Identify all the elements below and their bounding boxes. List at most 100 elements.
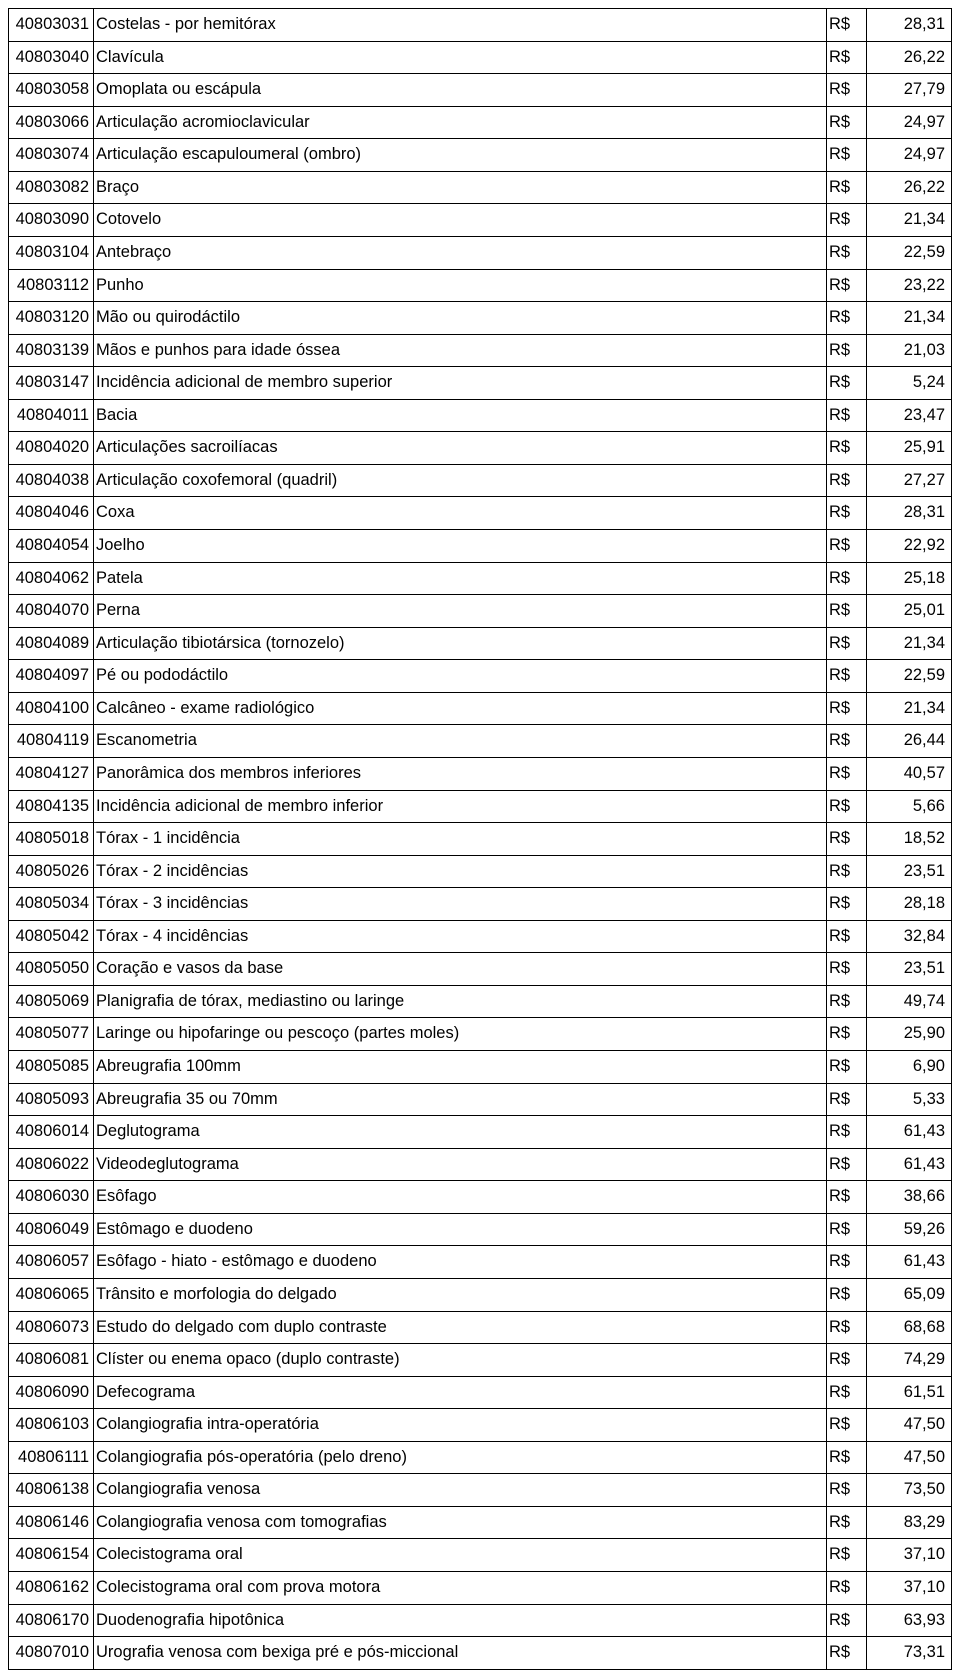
cell-value: 47,50	[867, 1441, 952, 1474]
cell-code: 40804127	[9, 757, 94, 790]
cell-currency: R$	[827, 1344, 867, 1377]
cell-code: 40805077	[9, 1018, 94, 1051]
cell-currency: R$	[827, 1051, 867, 1084]
cell-currency: R$	[827, 1572, 867, 1605]
table-row: 40806090DefecogramaR$61,51	[9, 1376, 952, 1409]
cell-currency: R$	[827, 464, 867, 497]
cell-description: Costelas - por hemitórax	[94, 9, 827, 42]
cell-description: Mãos e punhos para idade óssea	[94, 334, 827, 367]
cell-code: 40804119	[9, 725, 94, 758]
table-row: 40804100Calcâneo - exame radiológicoR$21…	[9, 692, 952, 725]
table-row: 40805085Abreugrafia 100mmR$6,90	[9, 1051, 952, 1084]
cell-code: 40805093	[9, 1083, 94, 1116]
cell-value: 27,79	[867, 74, 952, 107]
cell-description: Estômago e duodeno	[94, 1213, 827, 1246]
cell-currency: R$	[827, 660, 867, 693]
table-row: 40807010Urografia venosa com bexiga pré …	[9, 1637, 952, 1670]
cell-currency: R$	[827, 1148, 867, 1181]
cell-description: Incidência adicional de membro inferior	[94, 790, 827, 823]
cell-description: Articulação escapuloumeral (ombro)	[94, 139, 827, 172]
cell-value: 63,93	[867, 1604, 952, 1637]
cell-description: Abreugrafia 100mm	[94, 1051, 827, 1084]
cell-description: Coração e vasos da base	[94, 953, 827, 986]
cell-value: 26,22	[867, 171, 952, 204]
cell-code: 40807010	[9, 1637, 94, 1670]
table-row: 40803147Incidência adicional de membro s…	[9, 367, 952, 400]
cell-value: 21,34	[867, 302, 952, 335]
table-row: 40803058Omoplata ou escápulaR$27,79	[9, 74, 952, 107]
cell-code: 40803104	[9, 236, 94, 269]
cell-currency: R$	[827, 1083, 867, 1116]
cell-code: 40803040	[9, 41, 94, 74]
cell-currency: R$	[827, 334, 867, 367]
cell-value: 61,43	[867, 1148, 952, 1181]
cell-code: 40805085	[9, 1051, 94, 1084]
cell-code: 40806081	[9, 1344, 94, 1377]
table-row: 40804020Articulações sacroilíacasR$25,91	[9, 432, 952, 465]
table-row: 40806154Colecistograma oralR$37,10	[9, 1539, 952, 1572]
table-row: 40806057Esôfago - hiato - estômago e duo…	[9, 1246, 952, 1279]
cell-description: Trânsito e morfologia do delgado	[94, 1278, 827, 1311]
cell-code: 40806138	[9, 1474, 94, 1507]
cell-code: 40804135	[9, 790, 94, 823]
cell-description: Colangiografia pós-operatória (pelo dren…	[94, 1441, 827, 1474]
cell-description: Abreugrafia 35 ou 70mm	[94, 1083, 827, 1116]
cell-value: 5,66	[867, 790, 952, 823]
cell-currency: R$	[827, 1278, 867, 1311]
cell-code: 40804089	[9, 627, 94, 660]
cell-value: 23,22	[867, 269, 952, 302]
cell-currency: R$	[827, 920, 867, 953]
cell-currency: R$	[827, 1637, 867, 1670]
cell-description: Pé ou pododáctilo	[94, 660, 827, 693]
cell-description: Planigrafia de tórax, mediastino ou lari…	[94, 985, 827, 1018]
cell-value: 37,10	[867, 1539, 952, 1572]
cell-currency: R$	[827, 399, 867, 432]
cell-code: 40804097	[9, 660, 94, 693]
cell-code: 40806057	[9, 1246, 94, 1279]
table-row: 40805050Coração e vasos da baseR$23,51	[9, 953, 952, 986]
cell-currency: R$	[827, 692, 867, 725]
cell-currency: R$	[827, 204, 867, 237]
table-row: 40806049Estômago e duodenoR$59,26	[9, 1213, 952, 1246]
cell-value: 61,43	[867, 1116, 952, 1149]
cell-currency: R$	[827, 74, 867, 107]
cell-code: 40806014	[9, 1116, 94, 1149]
cell-description: Bacia	[94, 399, 827, 432]
cell-value: 22,92	[867, 530, 952, 563]
cell-currency: R$	[827, 139, 867, 172]
cell-code: 40806022	[9, 1148, 94, 1181]
table-row: 40803074Articulação escapuloumeral (ombr…	[9, 139, 952, 172]
cell-description: Joelho	[94, 530, 827, 563]
cell-currency: R$	[827, 106, 867, 139]
cell-value: 21,34	[867, 627, 952, 660]
cell-currency: R$	[827, 302, 867, 335]
cell-currency: R$	[827, 888, 867, 921]
cell-value: 38,66	[867, 1181, 952, 1214]
cell-value: 23,51	[867, 953, 952, 986]
cell-code: 40804100	[9, 692, 94, 725]
cell-value: 37,10	[867, 1572, 952, 1605]
cell-currency: R$	[827, 432, 867, 465]
cell-value: 73,31	[867, 1637, 952, 1670]
cell-value: 26,44	[867, 725, 952, 758]
cell-description: Panorâmica dos membros inferiores	[94, 757, 827, 790]
cell-code: 40805069	[9, 985, 94, 1018]
table-row: 40805018Tórax - 1 incidênciaR$18,52	[9, 823, 952, 856]
cell-description: Articulação coxofemoral (quadril)	[94, 464, 827, 497]
cell-description: Punho	[94, 269, 827, 302]
cell-value: 21,34	[867, 204, 952, 237]
cell-description: Colangiografia intra-operatória	[94, 1409, 827, 1442]
cell-description: Videodeglutograma	[94, 1148, 827, 1181]
cell-currency: R$	[827, 41, 867, 74]
cell-currency: R$	[827, 823, 867, 856]
table-row: 40804011BaciaR$23,47	[9, 399, 952, 432]
cell-code: 40806090	[9, 1376, 94, 1409]
cell-description: Antebraço	[94, 236, 827, 269]
cell-code: 40806154	[9, 1539, 94, 1572]
cell-description: Urografia venosa com bexiga pré e pós-mi…	[94, 1637, 827, 1670]
cell-description: Tórax - 2 incidências	[94, 855, 827, 888]
table-row: 40803139Mãos e punhos para idade ósseaR$…	[9, 334, 952, 367]
cell-description: Colecistograma oral	[94, 1539, 827, 1572]
cell-currency: R$	[827, 1213, 867, 1246]
table-row: 40804119EscanometriaR$26,44	[9, 725, 952, 758]
